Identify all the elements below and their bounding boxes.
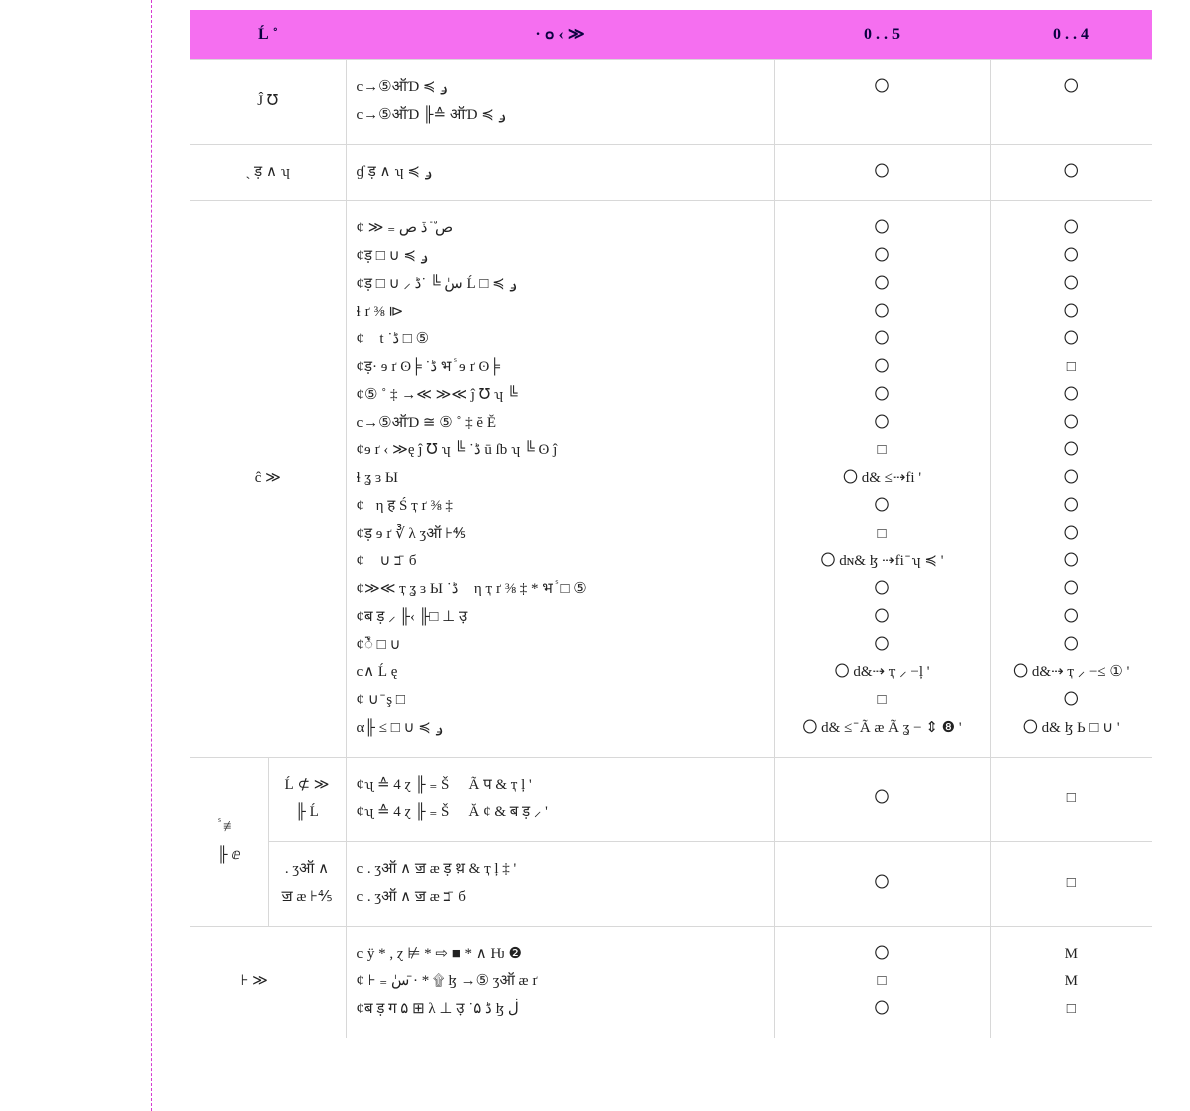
header-item: · ๐ ‹ ≫ — [346, 10, 774, 60]
year1-cell: 〇 — [774, 60, 990, 145]
year1-cell: 〇□〇 — [774, 926, 990, 1038]
category-cell: ⊦ ≫ ڿ٘ — [190, 926, 346, 1038]
content-area: Ĺ ˚ · ๐ ‹ ≫ 0 . . 5 0 . . 4 Ĵ ℧c→⑤ऑƊ ≼ ݛ… — [152, 0, 1190, 1111]
year1-cell: 〇〇〇〇〇〇〇〇□〇 d& ≤⇢fi '〇□〇 dɴ& ɮ ⇢fi ̄ ʮ ≼ … — [774, 201, 990, 757]
item-cell: c . ʒऑ ∧ ॼ æ ड़ थ़ & ҭ ļ ‡ 'c . ʒऑ ∧ ॼ æ… — [346, 842, 774, 927]
table-row: Ĵ ℧c→⑤ऑƊ ≼ ݛc→⑤ऑƊ ╟≙ ऑƊ ≼ ݛ〇 〇 — [190, 60, 1152, 145]
year1-cell: 〇 — [774, 757, 990, 842]
header-year2: 0 . . 4 — [990, 10, 1152, 60]
data-table: Ĺ ˚ · ๐ ‹ ≫ 0 . . 5 0 . . 4 Ĵ ℧c→⑤ऑƊ ≼ ݛ… — [190, 10, 1152, 1038]
year2-cell: □ — [990, 842, 1152, 927]
subcategory-cell: Ĺ ⊄ ≫╟ Ĺ — [268, 757, 346, 842]
item-cell: ɠ ड़ ∧ ʮ ≼ ݛ — [346, 144, 774, 201]
category-cell: ᷤ ≢╟ ⅇ — [190, 757, 268, 926]
year2-cell: □ — [990, 757, 1152, 842]
left-margin — [0, 0, 152, 1111]
category-cell: ĉ ≫ — [190, 201, 346, 757]
table-body: Ĵ ℧c→⑤ऑƊ ≼ ݛc→⑤ऑƊ ╟≙ ऑƊ ≼ ݛ〇 〇 ˏ ड़ ∧ ʮɠ… — [190, 60, 1152, 1038]
subcategory-cell: . ʒऑ ∧ॼ æ ⊦⅘ — [268, 842, 346, 927]
year1-cell: 〇 — [774, 144, 990, 201]
page: Ĺ ˚ · ๐ ‹ ≫ 0 . . 5 0 . . 4 Ĵ ℧c→⑤ऑƊ ≼ ݛ… — [0, 0, 1190, 1111]
table-row: ˏ ड़ ∧ ʮɠ ड़ ∧ ʮ ≼ ݛ〇〇 — [190, 144, 1152, 201]
table-row: . ʒऑ ∧ॼ æ ⊦⅘c . ʒऑ ∧ ॼ æ ड़ थ़ & ҭ ļ ‡ '… — [190, 842, 1152, 927]
item-cell: ȼʯ ≙ 4 ɀ ╟ ₌ Š ᷤ Ã प & ҭ ļ 'ȼʯ ≙ 4 ɀ ╟ ₌… — [346, 757, 774, 842]
table-header: Ĺ ˚ · ๐ ‹ ≫ 0 . . 5 0 . . 4 — [190, 10, 1152, 60]
table-row: ⊦ ≫ ڿ٘c ÿ * , ɀ ⊭ * ⇨ ■ * ∧ Ƕ ❷ȼ ⊦ ₌ سٰ … — [190, 926, 1152, 1038]
item-cell: c→⑤ऑƊ ≼ ݛc→⑤ऑƊ ╟≙ ऑƊ ≼ ݛ — [346, 60, 774, 145]
header-year1: 0 . . 5 — [774, 10, 990, 60]
year2-cell: MM□ — [990, 926, 1152, 1038]
year2-cell: 〇 — [990, 60, 1152, 145]
item-cell: ȼ ≫ ₌ ص ֿ٘ ڏ صȼड़ □ ∪ ≼ ݛȼड़ □ ∪ ⸝ سٰ ╚ … — [346, 201, 774, 757]
table-row: ĉ ≫ȼ ≫ ₌ ص ֿ٘ ڏ صȼड़ □ ∪ ≼ ݛȼड़ □ ∪ ⸝ سٰ… — [190, 201, 1152, 757]
year2-cell: 〇 — [990, 144, 1152, 201]
category-cell: Ĵ ℧ — [190, 60, 346, 145]
header-category: Ĺ ˚ — [190, 10, 346, 60]
year1-cell: 〇 — [774, 842, 990, 927]
year2-cell: 〇〇〇〇〇□〇〇〇〇〇〇〇〇〇〇〇 d&⇢ ҭ ⸝ −≤ ① '〇〇 d& ɮ … — [990, 201, 1152, 757]
table-row: ᷤ ≢╟ ⅇĹ ⊄ ≫╟ Ĺȼʯ ≙ 4 ɀ ╟ ₌ Š ᷤ Ã प & ҭ ļ… — [190, 757, 1152, 842]
item-cell: c ÿ * , ɀ ⊭ * ⇨ ■ * ∧ Ƕ ❷ȼ ⊦ ₌ سٰ ̄· * ۩… — [346, 926, 774, 1038]
category-cell: ˏ ड़ ∧ ʮ — [190, 144, 346, 201]
